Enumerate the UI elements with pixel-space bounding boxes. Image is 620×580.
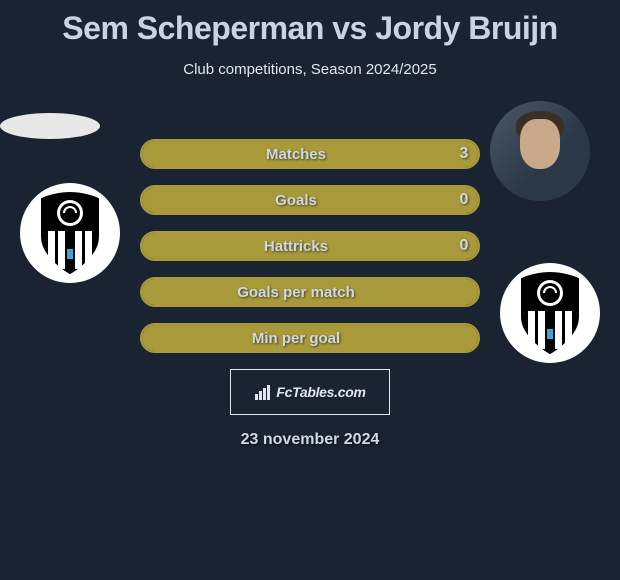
comparison-title: Sem Scheperman vs Jordy Bruijn xyxy=(0,0,620,47)
stat-label: Goals xyxy=(142,192,450,209)
heracles-shield-icon xyxy=(514,271,586,355)
chart-icon xyxy=(254,383,272,401)
stat-label: Min per goal xyxy=(142,330,450,347)
player-face-icon xyxy=(490,101,590,201)
heracles-shield-icon xyxy=(34,191,106,275)
stat-bars: Matches 3 Goals 0 Hattricks 0 Goals per … xyxy=(140,139,480,353)
stat-value-right: 0 xyxy=(450,191,478,209)
stat-row-goals: Goals 0 xyxy=(140,185,480,215)
player-right-avatar xyxy=(490,101,590,201)
club-badge-left xyxy=(20,183,120,283)
stat-row-matches: Matches 3 xyxy=(140,139,480,169)
comparison-subtitle: Club competitions, Season 2024/2025 xyxy=(0,61,620,78)
player-left-avatar xyxy=(0,113,100,139)
comparison-content: Matches 3 Goals 0 Hattricks 0 Goals per … xyxy=(0,113,620,449)
stat-row-goals-per-match: Goals per match xyxy=(140,277,480,307)
stat-label: Goals per match xyxy=(142,284,450,301)
comparison-date: 23 november 2024 xyxy=(0,431,620,449)
stat-label: Matches xyxy=(142,146,450,163)
stat-label: Hattricks xyxy=(142,238,450,255)
stat-value-right: 0 xyxy=(450,237,478,255)
club-badge-right xyxy=(500,263,600,363)
stat-value-right: 3 xyxy=(450,145,478,163)
watermark: FcTables.com xyxy=(230,369,390,415)
stat-row-min-per-goal: Min per goal xyxy=(140,323,480,353)
watermark-text: FcTables.com xyxy=(276,384,365,400)
stat-row-hattricks: Hattricks 0 xyxy=(140,231,480,261)
